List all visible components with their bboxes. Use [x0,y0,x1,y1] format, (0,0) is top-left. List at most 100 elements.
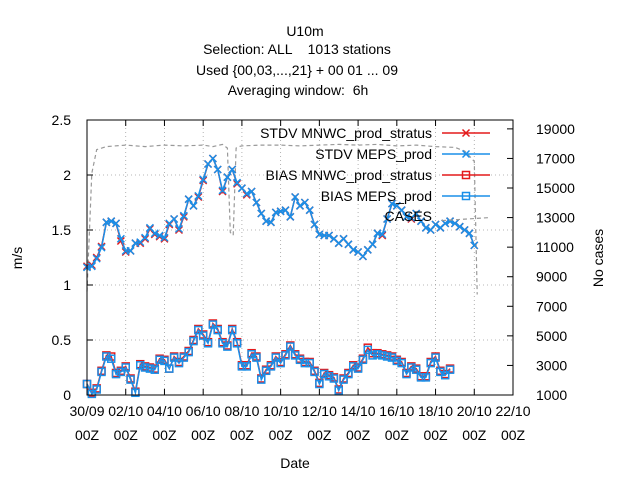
data-point [213,325,222,335]
data-point [208,154,217,163]
series-meps-stdv [82,154,479,272]
y-axis: 0 0.5 1 1.5 2 2.5 [52,112,93,403]
data-point [373,350,382,359]
legend-marker [461,191,471,201]
y2-axis-label: No cases [590,229,606,287]
y-tick-label: 2.5 [52,112,72,128]
data-point [237,184,246,193]
data-point [169,353,179,362]
data-point [145,364,155,373]
y2-tick-label: 7000 [536,298,567,314]
data-point [470,241,479,250]
data-point [382,352,392,361]
y2-tick-label: 17000 [536,150,575,166]
x-tick-label-date: 30/09 [69,403,104,419]
x-tick-label-hour: 00Z [191,427,216,443]
x-tick-label-hour: 00Z [346,427,371,443]
data-point [111,369,121,379]
data-point [126,375,135,384]
data-point [179,211,188,220]
data-point [411,365,421,374]
data-point [266,218,275,227]
data-point [421,373,431,382]
x-tick-label-date: 20/10 [457,403,492,419]
data-point [441,219,450,228]
data-point [257,209,266,218]
y2-tick-label: 19000 [536,121,575,137]
legend-item: STDV MNWC_prod_stratus [260,125,490,141]
data-point [261,366,271,376]
legend-label: CASES [385,208,432,224]
data-point [397,358,406,368]
plot-frame [86,119,514,396]
data-point [378,231,387,240]
y-tick-label: 1 [63,277,71,293]
x-tick-label-hour: 00Z [462,427,487,443]
data-point [460,225,469,235]
data-point [97,243,106,252]
x-tick-label-hour: 00Z [230,427,255,443]
data-point [227,325,237,335]
data-point [136,361,145,370]
data-point [194,191,203,200]
data-point [155,355,164,365]
legend-item: BIAS MEPS_prod [321,188,490,204]
data-point [203,339,213,348]
data-point [92,385,101,394]
data-point [233,178,242,187]
data-point [310,367,319,377]
data-point [329,374,339,383]
x-axis-label: Date [280,455,310,471]
data-point [184,195,193,204]
y-tick-label: 2 [63,167,71,183]
data-point [416,373,426,382]
data-point [121,363,130,372]
y-tick-label: 0 [63,387,71,403]
data-point [87,389,97,399]
legend-label: STDV MEPS_prod [315,146,432,162]
data-point [102,352,111,361]
data-point [344,369,353,379]
data-point [121,247,130,257]
data-point [199,175,208,184]
data-point [160,233,169,242]
legend-item: CASES [385,208,491,224]
data-point [87,262,96,271]
data-point [160,356,169,366]
title-line-1: U10m [286,23,323,39]
x-tick-label-hour: 00Z [307,427,332,443]
data-point [324,372,334,381]
data-point [392,356,402,366]
title-line-2: Selection: ALL 1013 stations [203,41,391,57]
data-point [455,222,464,231]
legend-label: BIAS MEPS_prod [321,188,432,204]
series-cases [86,143,478,295]
x-tick-label-date: 04/10 [147,403,182,419]
x-tick-label-hour: 00Z [75,427,100,443]
legend-line [441,216,491,222]
y2-tick-label: 9000 [536,269,567,285]
data-point [170,214,179,224]
data-point [383,214,392,224]
x-tick-label-date: 16/10 [379,403,414,419]
data-point [344,240,353,249]
legend-marker [461,170,471,180]
data-point [165,364,174,373]
legend: STDV MNWC_prod_stratus STDV MEPS_prod BIAS… [260,125,491,224]
data-point [116,234,125,243]
data-point [92,254,101,263]
data-point [140,363,150,372]
data-point [300,198,309,207]
data-point [446,217,455,226]
data-point [247,187,256,196]
data-point [368,240,377,249]
series-meps-bias [82,320,455,399]
data-point [194,325,203,335]
y-axis-label: m/s [9,247,25,270]
x-tick-label-date: 18/10 [418,403,453,419]
y2-tick-label: 5000 [536,328,567,344]
data-point [141,234,150,243]
data-point [431,353,440,362]
y2-tick-label: 3000 [536,357,567,373]
